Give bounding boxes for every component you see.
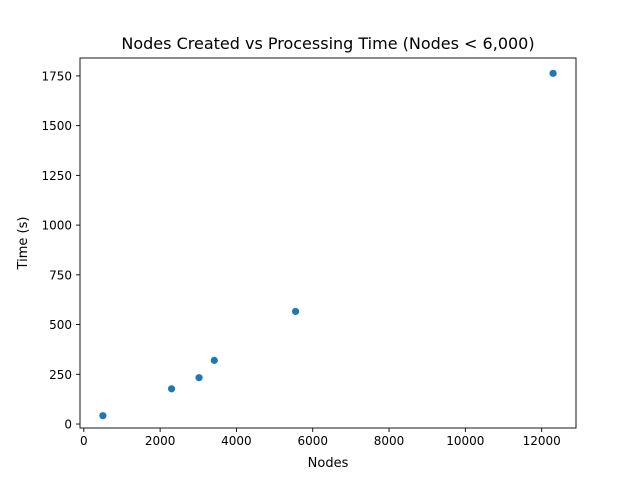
y-tick-label: 1250 xyxy=(41,169,72,183)
y-tick-label: 500 xyxy=(49,318,72,332)
x-axis-label: Nodes xyxy=(308,456,349,471)
data-point xyxy=(195,374,203,382)
data-point xyxy=(291,307,300,316)
y-tick-label: 1000 xyxy=(41,219,72,233)
y-axis-label: Time (s) xyxy=(16,217,31,271)
x-tick-label: 0 xyxy=(80,434,88,448)
y-tick-label: 0 xyxy=(64,418,72,432)
data-point xyxy=(210,356,218,364)
plot-area: 0 2000 4000 6000 8000 10000 12000 0 250 500 750 100… xyxy=(41,57,577,448)
x-tick-label: 10000 xyxy=(446,434,484,448)
chart-title: Nodes Created vs Processing Time (Nodes … xyxy=(121,34,534,53)
x-tick-label: 12000 xyxy=(523,434,561,448)
y-tick-label: 750 xyxy=(49,268,72,282)
x-tick-label: 4000 xyxy=(221,434,252,448)
x-tick-label: 8000 xyxy=(374,434,405,448)
data-point xyxy=(549,69,557,77)
y-tick-label: 1750 xyxy=(41,69,72,83)
data-point xyxy=(167,385,176,393)
y-tick-label: 250 xyxy=(49,368,72,382)
y-tick-label: 1500 xyxy=(41,119,72,133)
x-tick-label: 2000 xyxy=(145,434,176,448)
data-point xyxy=(99,412,107,420)
axes-frame xyxy=(79,57,577,429)
x-tick-label: 6000 xyxy=(297,434,328,448)
